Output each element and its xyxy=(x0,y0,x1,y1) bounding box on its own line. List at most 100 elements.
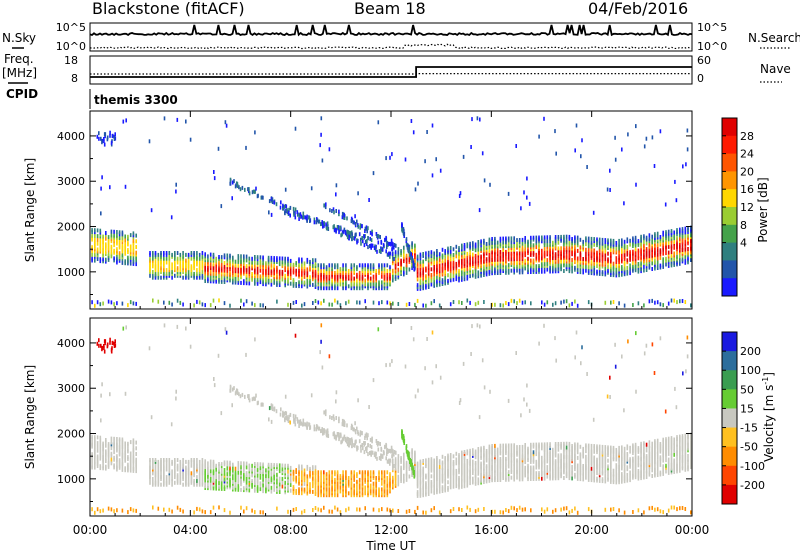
power-cell xyxy=(403,253,405,258)
velocity-cell xyxy=(240,487,242,492)
power-cell xyxy=(315,220,318,225)
velocity-cell xyxy=(452,507,455,511)
velocity-cell xyxy=(284,480,286,485)
velocity-cell xyxy=(256,462,259,467)
power-cell xyxy=(324,205,327,210)
velocity-cell xyxy=(378,487,380,492)
power-cell xyxy=(207,277,209,282)
power-cell xyxy=(632,264,634,269)
power-cell xyxy=(681,299,684,303)
velocity-cell xyxy=(220,462,223,467)
power-cell xyxy=(110,244,113,249)
power-cell xyxy=(314,299,317,303)
power-cell xyxy=(212,252,215,257)
power-cell xyxy=(405,237,408,242)
power-cell xyxy=(254,303,256,308)
power-cell xyxy=(640,261,642,266)
power-cell xyxy=(593,248,595,253)
velocity-cell xyxy=(419,467,422,472)
power-cell xyxy=(316,218,319,223)
velocity-cell xyxy=(405,470,408,475)
velocity-cell xyxy=(107,459,110,464)
power-cell xyxy=(102,301,104,306)
power-cell xyxy=(363,234,365,239)
velocity-cell xyxy=(347,491,350,496)
power-cell xyxy=(626,245,629,249)
power-cell xyxy=(251,272,253,276)
power-cell xyxy=(604,300,607,305)
power-cell xyxy=(546,242,549,247)
power-cell xyxy=(667,244,670,249)
power-cell xyxy=(380,246,383,251)
power-cell xyxy=(353,276,355,281)
velocity-cell xyxy=(132,446,135,450)
velocity-cell xyxy=(196,461,198,466)
power-cell xyxy=(651,238,653,243)
power-cell xyxy=(121,243,124,248)
velocity-cell xyxy=(469,448,471,453)
velocity-cell xyxy=(187,477,190,481)
power-cell xyxy=(284,273,286,278)
velocity-cell xyxy=(447,453,449,458)
power-cell xyxy=(632,261,634,266)
power-cell xyxy=(233,179,235,184)
power-cell xyxy=(358,270,361,275)
velocity-cell xyxy=(367,489,369,494)
velocity-cell xyxy=(110,457,113,462)
velocity-cell xyxy=(314,469,317,474)
power-cell xyxy=(659,302,662,307)
velocity-cell xyxy=(121,467,124,472)
power-cell xyxy=(275,202,278,207)
power-cell xyxy=(403,249,405,254)
power-cell xyxy=(507,263,510,268)
velocity-cell xyxy=(113,509,115,514)
power-cell xyxy=(336,263,339,268)
power-cell xyxy=(505,259,507,264)
power-cell xyxy=(425,274,427,279)
velocity-cell xyxy=(281,476,284,481)
power-cell xyxy=(369,263,372,268)
velocity-cell xyxy=(99,435,102,440)
power-cell xyxy=(433,266,435,271)
power-cell xyxy=(118,251,121,256)
velocity-cell xyxy=(452,480,455,485)
velocity-cell xyxy=(254,467,256,472)
power-cell xyxy=(679,227,681,232)
velocity-cell xyxy=(107,506,110,511)
velocity-cell xyxy=(312,470,314,475)
power-cell xyxy=(477,240,480,244)
power-cell xyxy=(312,258,314,263)
power-cell xyxy=(176,266,179,271)
power-cell xyxy=(328,302,331,307)
velocity-cell xyxy=(270,485,273,490)
velocity-cell xyxy=(223,471,226,476)
power-cell xyxy=(349,231,352,236)
velocity-cell xyxy=(110,507,113,512)
power-cell xyxy=(483,252,485,257)
velocity-cell xyxy=(218,505,220,510)
velocity-cell xyxy=(427,471,430,476)
velocity-cell xyxy=(176,473,179,478)
power-cell xyxy=(270,263,273,268)
power-cell xyxy=(676,254,678,259)
power-cell xyxy=(543,116,545,121)
velocity-cell xyxy=(218,462,220,466)
velocity-cell xyxy=(127,462,129,467)
power-cell xyxy=(187,273,190,278)
power-cell xyxy=(295,282,297,286)
velocity-cell xyxy=(469,458,471,463)
power-cell xyxy=(132,301,135,306)
noise-tick-high-right: 10^5 xyxy=(697,21,727,34)
power-cell xyxy=(294,215,297,220)
power-cell xyxy=(530,301,532,306)
power-cell xyxy=(565,246,568,251)
velocity-cell xyxy=(182,482,184,487)
power-cell xyxy=(160,251,162,255)
power-cell xyxy=(643,234,645,239)
power-cell xyxy=(289,205,292,210)
power-cell xyxy=(576,256,579,261)
power-cell xyxy=(427,264,430,269)
power-cell xyxy=(674,179,676,184)
velocity-cell xyxy=(176,505,179,510)
velocity-cell xyxy=(364,489,366,494)
